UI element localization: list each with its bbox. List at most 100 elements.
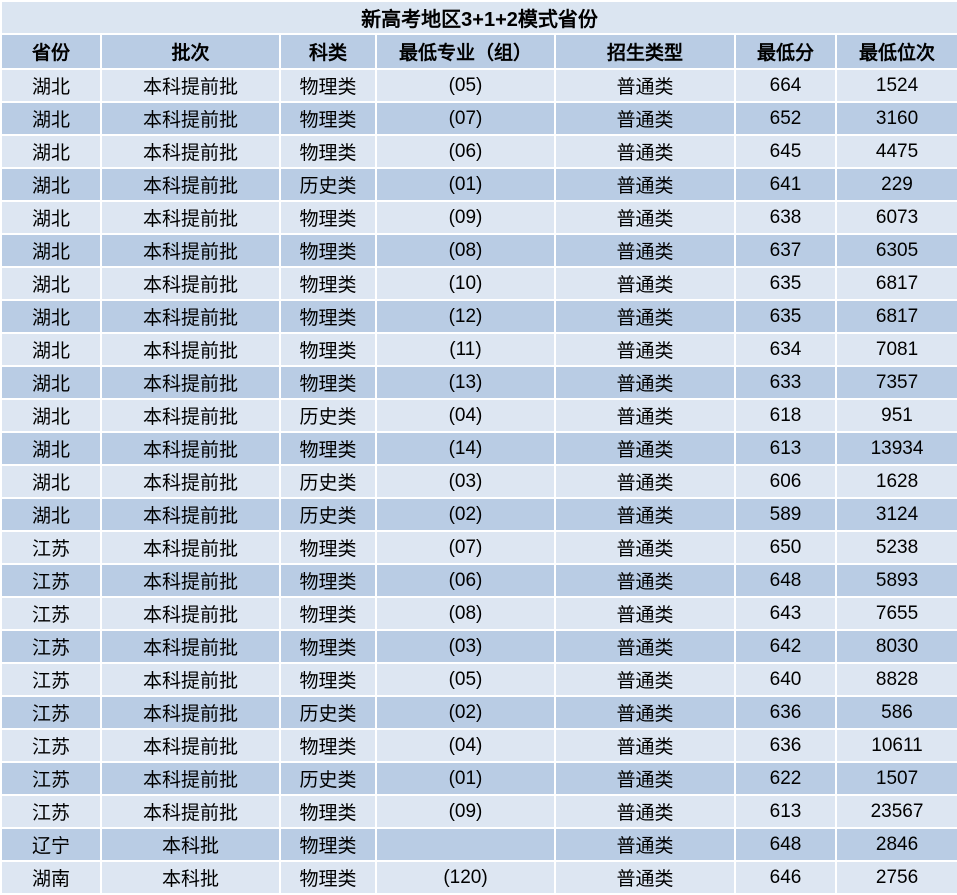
table-cell: (13) — [375, 365, 556, 400]
table-cell: 湖北 — [0, 134, 102, 169]
table-cell: 7655 — [834, 596, 957, 631]
table-cell: 江苏 — [0, 728, 102, 763]
table-cell: 江苏 — [0, 596, 102, 631]
table-row: 湖北 本科提前批 物理类 (08) 普通类 637 6305 — [0, 233, 957, 268]
table-cell: 普通类 — [554, 431, 736, 466]
table-cell: 1507 — [834, 761, 957, 796]
table-cell: 江苏 — [0, 530, 102, 565]
table-cell: 650 — [734, 530, 837, 565]
table-cell: 本科提前批 — [100, 563, 281, 598]
table-cell: 7081 — [834, 332, 957, 367]
table-cell: 6817 — [834, 299, 957, 334]
table-cell: 物理类 — [279, 794, 377, 829]
table-row: 湖北 本科提前批 历史类 (02) 普通类 589 3124 — [0, 497, 957, 532]
table-cell — [375, 827, 556, 862]
table-cell: 1524 — [834, 68, 957, 103]
table-cell: (07) — [375, 101, 556, 136]
table-cell: 江苏 — [0, 794, 102, 829]
table-row: 江苏 本科提前批 物理类 (04) 普通类 636 10611 — [0, 728, 957, 763]
table-cell: 613 — [734, 794, 837, 829]
table-cell: 普通类 — [554, 464, 736, 499]
table-cell: 229 — [834, 167, 957, 202]
column-header: 批次 — [100, 33, 281, 70]
table-cell: 物理类 — [279, 332, 377, 367]
table-cell: 646 — [734, 860, 837, 895]
table-row: 江苏 本科提前批 物理类 (06) 普通类 648 5893 — [0, 563, 957, 598]
table-cell: 物理类 — [279, 662, 377, 697]
header-row: 省份 批次 科类 最低专业（组） 招生类型 最低分 最低位次 — [0, 33, 957, 70]
table-cell: 湖北 — [0, 101, 102, 136]
table-cell: 本科提前批 — [100, 68, 281, 103]
table-cell: 普通类 — [554, 101, 736, 136]
table-cell: 物理类 — [279, 431, 377, 466]
table-cell: 本科提前批 — [100, 332, 281, 367]
column-header: 科类 — [279, 33, 377, 70]
table-cell: 613 — [734, 431, 837, 466]
table-cell: 606 — [734, 464, 837, 499]
table-cell: 641 — [734, 167, 837, 202]
table-row: 湖北 本科提前批 物理类 (09) 普通类 638 6073 — [0, 200, 957, 235]
table-cell: 湖北 — [0, 332, 102, 367]
table-cell: 1628 — [834, 464, 957, 499]
table-cell: 物理类 — [279, 266, 377, 301]
table-cell: 13934 — [834, 431, 957, 466]
title-row: 新高考地区3+1+2模式省份 — [0, 0, 957, 35]
table-cell: 本科提前批 — [100, 200, 281, 235]
table-cell: 本科提前批 — [100, 662, 281, 697]
table-cell: 633 — [734, 365, 837, 400]
table-cell: 普通类 — [554, 695, 736, 730]
table-row: 湖北 本科提前批 物理类 (07) 普通类 652 3160 — [0, 101, 957, 136]
table-cell: 江苏 — [0, 629, 102, 664]
table-cell: 640 — [734, 662, 837, 697]
table-cell: 湖北 — [0, 398, 102, 433]
table-cell: 618 — [734, 398, 837, 433]
table-cell: 6073 — [834, 200, 957, 235]
table-cell: 物理类 — [279, 101, 377, 136]
table-cell: 物理类 — [279, 728, 377, 763]
table-cell: (02) — [375, 497, 556, 532]
table-cell: 物理类 — [279, 68, 377, 103]
column-header: 招生类型 — [554, 33, 736, 70]
table-cell: 普通类 — [554, 596, 736, 631]
table-cell: (07) — [375, 530, 556, 565]
table-cell: 辽宁 — [0, 827, 102, 862]
table-cell: 本科提前批 — [100, 497, 281, 532]
table-cell: 湖北 — [0, 200, 102, 235]
table-cell: 本科提前批 — [100, 794, 281, 829]
table-cell: 历史类 — [279, 497, 377, 532]
table-cell: 历史类 — [279, 695, 377, 730]
table-cell: (08) — [375, 233, 556, 268]
table-row: 江苏 本科提前批 物理类 (09) 普通类 613 23567 — [0, 794, 957, 829]
table-cell: 589 — [734, 497, 837, 532]
table-cell: (01) — [375, 167, 556, 202]
table-cell: 2846 — [834, 827, 957, 862]
table-cell: 645 — [734, 134, 837, 169]
table-cell: (02) — [375, 695, 556, 730]
table-row: 湖北 本科提前批 物理类 (13) 普通类 633 7357 — [0, 365, 957, 400]
table-cell: 普通类 — [554, 68, 736, 103]
table-cell: 3160 — [834, 101, 957, 136]
table-cell: 5893 — [834, 563, 957, 598]
table-row: 江苏 本科提前批 历史类 (02) 普通类 636 586 — [0, 695, 957, 730]
table-cell: 5238 — [834, 530, 957, 565]
table-row: 湖北 本科提前批 物理类 (10) 普通类 635 6817 — [0, 266, 957, 301]
column-header: 最低位次 — [834, 33, 957, 70]
table-row: 湖北 本科提前批 物理类 (14) 普通类 613 13934 — [0, 431, 957, 466]
table-cell: 普通类 — [554, 497, 736, 532]
table-cell: (04) — [375, 728, 556, 763]
table-cell: 湖北 — [0, 365, 102, 400]
table-cell: 普通类 — [554, 794, 736, 829]
table-cell: 普通类 — [554, 299, 736, 334]
column-header: 省份 — [0, 33, 102, 70]
table-cell: 湖北 — [0, 68, 102, 103]
table-cell: 物理类 — [279, 860, 377, 895]
table-cell: 本科提前批 — [100, 134, 281, 169]
table-cell: (08) — [375, 596, 556, 631]
table-row: 湖北 本科提前批 物理类 (12) 普通类 635 6817 — [0, 299, 957, 334]
table-cell: 普通类 — [554, 365, 736, 400]
table-cell: 652 — [734, 101, 837, 136]
table-cell: 历史类 — [279, 398, 377, 433]
table-cell: 湖北 — [0, 266, 102, 301]
table-cell: 普通类 — [554, 233, 736, 268]
table-cell: 物理类 — [279, 629, 377, 664]
